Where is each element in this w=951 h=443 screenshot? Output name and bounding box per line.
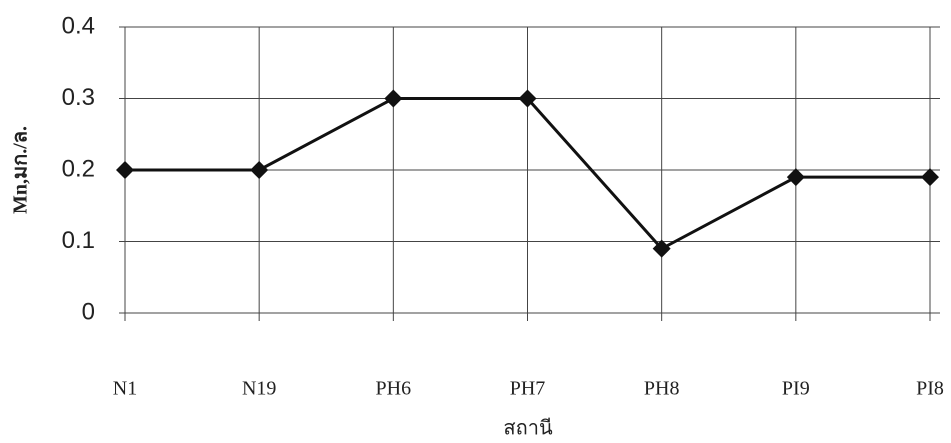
x-tick-label: N1 — [113, 378, 137, 400]
chart: Mn,มก./ล. สถานี 0 0.1 0.2 0.3 0.4 N1 N19 PH6 PH7… — [0, 0, 951, 443]
marker — [787, 168, 805, 186]
x-tick-label: PH8 — [644, 378, 680, 400]
x-axis-title: สถานี — [503, 418, 553, 440]
x-tick-label: PI8 — [916, 378, 944, 400]
marker — [250, 161, 268, 179]
y-tick-label: 0.2 — [62, 155, 95, 182]
marker — [384, 90, 402, 108]
x-tick-label: N19 — [242, 378, 276, 400]
x-tick-label: PH7 — [510, 378, 546, 400]
marker — [116, 161, 134, 179]
y-axis-title: Mn,มก./ล. — [10, 126, 32, 214]
x-tick-label: PI9 — [782, 378, 810, 400]
y-tick-label: 0.3 — [62, 84, 95, 111]
y-tick-label: 0.1 — [62, 227, 95, 254]
y-tick-label: 0.4 — [62, 12, 95, 39]
y-tick-label: 0 — [82, 298, 95, 325]
marker — [921, 168, 939, 186]
x-tick-label: PH6 — [376, 378, 412, 400]
